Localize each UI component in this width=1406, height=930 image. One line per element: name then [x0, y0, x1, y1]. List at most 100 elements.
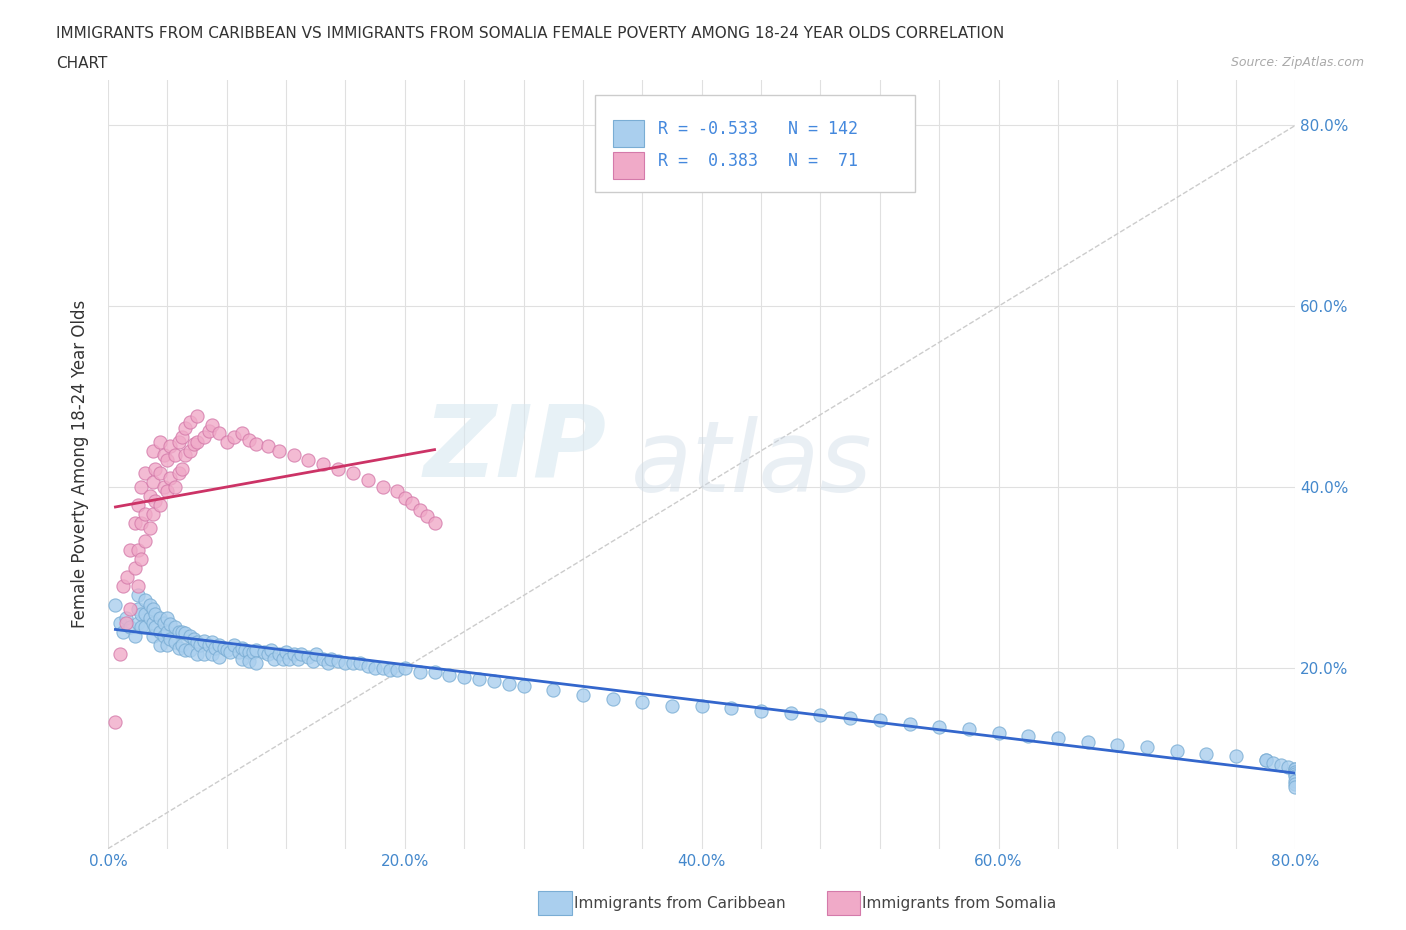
Point: [928, 719, 950, 734]
Point: [124, 629, 146, 644]
Point: [319, 651, 342, 666]
Point: [215, 434, 238, 449]
Text: IMMIGRANTS FROM CARIBBEAN VS IMMIGRANTS FROM SOMALIA FEMALE POVERTY AMONG 18-24 : IMMIGRANTS FROM CARIBBEAN VS IMMIGRANTS …: [56, 26, 1004, 41]
Point: [364, 660, 387, 675]
Point: [1107, 737, 1129, 752]
Text: R = -0.533   N = 142: R = -0.533 N = 142: [658, 120, 858, 138]
Point: [163, 448, 186, 463]
Point: [149, 434, 172, 449]
Point: [238, 644, 260, 659]
Point: [145, 606, 167, 621]
Point: [238, 432, 260, 447]
Point: [134, 592, 156, 607]
Point: [138, 597, 160, 612]
Point: [120, 619, 142, 634]
Point: [174, 420, 197, 435]
Point: [149, 498, 172, 512]
Point: [188, 638, 211, 653]
Point: [263, 651, 285, 666]
Point: [1284, 774, 1306, 789]
Point: [335, 656, 357, 671]
Point: [127, 579, 149, 594]
Point: [387, 484, 409, 498]
Point: [602, 692, 624, 707]
Point: [141, 475, 163, 490]
Point: [212, 641, 235, 656]
Point: [224, 430, 246, 445]
Point: [231, 641, 253, 656]
Point: [108, 615, 131, 630]
Point: [149, 611, 172, 626]
Point: [124, 561, 146, 576]
Point: [153, 629, 176, 644]
Point: [204, 641, 226, 656]
Point: [108, 646, 131, 661]
Point: [141, 444, 163, 458]
Point: [172, 430, 194, 445]
Point: [156, 638, 179, 653]
Point: [179, 444, 201, 458]
Point: [198, 638, 221, 653]
Point: [156, 452, 179, 467]
Point: [297, 452, 319, 467]
Point: [167, 434, 190, 449]
Point: [572, 687, 595, 702]
Point: [145, 619, 167, 634]
Point: [342, 466, 364, 481]
Point: [134, 606, 156, 621]
Point: [186, 635, 208, 650]
Point: [183, 631, 205, 646]
Point: [1263, 755, 1285, 770]
Point: [114, 615, 136, 630]
Point: [159, 617, 181, 631]
Point: [631, 695, 654, 710]
Point: [179, 629, 201, 644]
Point: [749, 704, 772, 719]
Point: [242, 644, 264, 659]
Point: [1284, 762, 1306, 777]
Point: [208, 425, 231, 440]
Point: [193, 633, 215, 648]
Point: [141, 615, 163, 630]
Point: [394, 490, 416, 505]
Point: [245, 436, 267, 451]
Point: [141, 629, 163, 644]
Point: [1077, 735, 1099, 750]
Point: [134, 619, 156, 634]
Point: [245, 656, 267, 671]
Point: [129, 606, 152, 621]
Point: [245, 643, 267, 658]
FancyBboxPatch shape: [613, 120, 644, 147]
Point: [1225, 749, 1247, 764]
Point: [231, 425, 253, 440]
Point: [326, 461, 349, 476]
Point: [312, 457, 335, 472]
Point: [172, 638, 194, 653]
Point: [1195, 746, 1218, 761]
Point: [201, 635, 224, 650]
Y-axis label: Female Poverty Among 18-24 Year Olds: Female Poverty Among 18-24 Year Olds: [72, 300, 89, 629]
Point: [1284, 762, 1306, 777]
Point: [163, 635, 186, 650]
Point: [218, 644, 240, 659]
Point: [1284, 767, 1306, 782]
Text: atlas: atlas: [630, 416, 872, 512]
Point: [138, 520, 160, 535]
Point: [409, 665, 432, 680]
Point: [224, 638, 246, 653]
Point: [120, 602, 142, 617]
Point: [453, 670, 475, 684]
Point: [104, 714, 127, 729]
Point: [371, 480, 394, 495]
Point: [201, 646, 224, 661]
Point: [349, 656, 371, 671]
Point: [257, 439, 280, 454]
Point: [117, 570, 139, 585]
Point: [138, 488, 160, 503]
Point: [193, 430, 215, 445]
Point: [720, 701, 742, 716]
Point: [129, 619, 152, 634]
Point: [172, 624, 194, 639]
Point: [401, 496, 423, 511]
Point: [153, 615, 176, 630]
